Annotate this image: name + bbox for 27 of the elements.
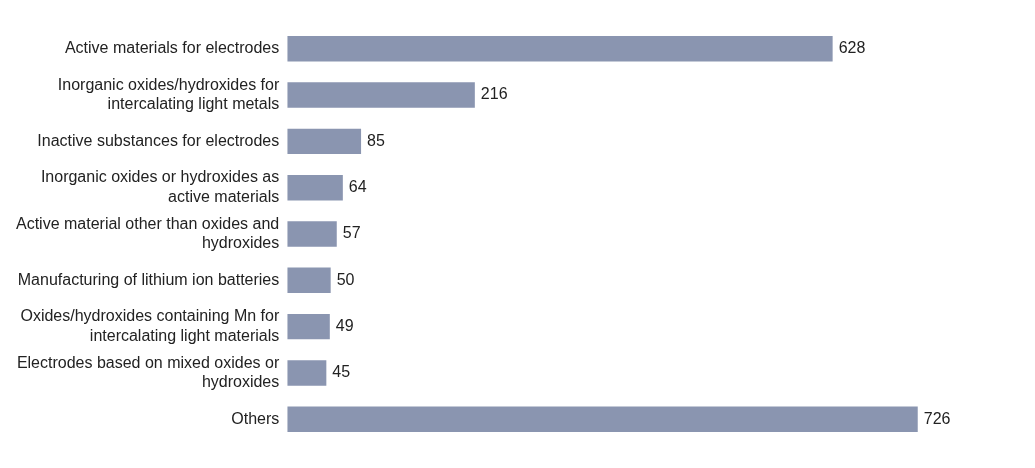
y-tick-label: Inorganic oxides/hydroxides for intercalating light metals <box>57 75 280 113</box>
bar <box>287 174 343 201</box>
data-label: 50 <box>336 270 355 288</box>
data-label: 726 <box>923 409 951 427</box>
data-label: 216 <box>480 85 508 103</box>
y-tick-label: Electrodes based on mixed oxides or hydroxides <box>16 353 280 390</box>
bar <box>287 406 918 432</box>
data-label: 628 <box>838 39 866 57</box>
y-tick-label: Manufacturing of lithium ion batteries <box>17 270 280 288</box>
bar <box>287 313 330 340</box>
y-tick-label: Inorganic oxides or hydroxides as active materials <box>40 168 280 205</box>
y-tick-label: Others <box>231 409 280 427</box>
y-tick-label: Active material other than oxides and hydroxides <box>15 214 280 252</box>
data-label: 45 <box>332 363 351 381</box>
data-label: 64 <box>348 178 367 196</box>
data-label: 57 <box>342 224 361 242</box>
bar <box>287 360 327 386</box>
data-label: 49 <box>335 317 354 335</box>
data-label: 85 <box>367 131 385 149</box>
bar <box>287 36 833 62</box>
bar <box>287 128 362 155</box>
y-tick-label: Oxides/hydroxides containing Mn for intercalating light materials <box>20 307 280 344</box>
bar <box>287 82 475 108</box>
bar <box>287 267 331 294</box>
y-tick-label: Inactive substances for electrodes <box>37 131 280 149</box>
y-tick-label: Active materials for electrodes <box>64 39 280 57</box>
bar <box>287 221 337 247</box>
